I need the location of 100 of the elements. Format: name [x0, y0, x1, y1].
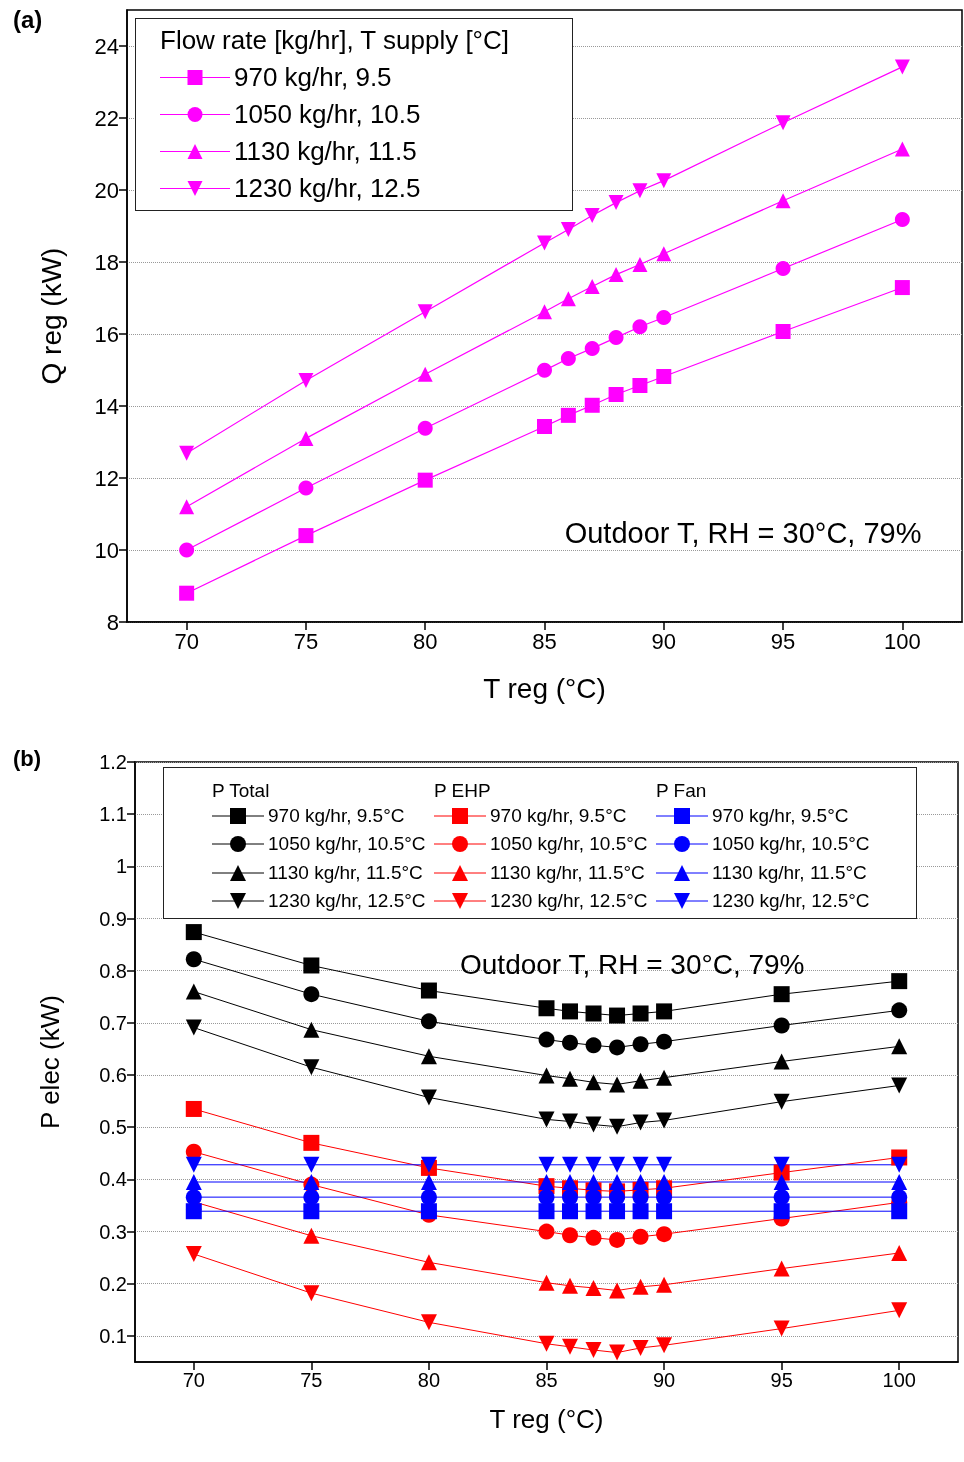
- point: [775, 260, 791, 276]
- point: [420, 982, 437, 999]
- point: [608, 386, 624, 402]
- y-tick-label: 1.2: [99, 751, 127, 773]
- point: [773, 1017, 790, 1034]
- y-tick-label: 0.1: [99, 1324, 127, 1347]
- legend-label: 1050 kg/hr, 10.5°C: [490, 833, 648, 855]
- point: [609, 1174, 626, 1190]
- point: [894, 212, 910, 228]
- legend-label: 1050 kg/hr, 10.5: [234, 99, 421, 130]
- point: [656, 368, 672, 384]
- x-tick-label: 95: [770, 628, 796, 654]
- point: [538, 1067, 555, 1084]
- point: [538, 1335, 555, 1352]
- point: [891, 1174, 908, 1190]
- legend-label: 1130 kg/hr, 11.5°C: [490, 861, 645, 884]
- point: [609, 1156, 626, 1173]
- y-tick-label: 24: [94, 33, 119, 59]
- point: [891, 1077, 908, 1094]
- point: [632, 1203, 649, 1220]
- point: [656, 246, 672, 262]
- point: [538, 1174, 555, 1190]
- point: [560, 350, 576, 366]
- point: [538, 1031, 555, 1048]
- annotation: Outdoor T, RH = 30°C, 79%: [564, 516, 922, 549]
- point: [562, 1003, 579, 1020]
- legend-label: 1050 kg/hr, 10.5°C: [712, 833, 870, 855]
- point: [609, 1203, 626, 1220]
- point: [891, 973, 908, 990]
- point: [420, 1314, 437, 1331]
- point: [585, 1229, 602, 1246]
- point: [632, 1114, 649, 1131]
- legend-label: 1230 kg/hr, 12.5°C: [712, 890, 870, 912]
- legend-label: 970 kg/hr, 9.5°C: [490, 804, 627, 827]
- point: [537, 304, 552, 320]
- y-tick-label: 20: [94, 177, 119, 203]
- point: [608, 195, 624, 211]
- point: [891, 1203, 908, 1220]
- point: [298, 372, 314, 388]
- point: [562, 1338, 579, 1355]
- point: [303, 1227, 320, 1244]
- legend-label: 1130 kg/hr, 11.5°C: [268, 861, 423, 884]
- point: [656, 1003, 673, 1020]
- point: [894, 141, 910, 157]
- point: [891, 1002, 908, 1019]
- point: [632, 1278, 649, 1295]
- y-tick-label: 0.8: [99, 959, 127, 982]
- point: [585, 1189, 602, 1206]
- point: [585, 1342, 602, 1358]
- point: [773, 1156, 790, 1173]
- point: [562, 1156, 579, 1173]
- point: [609, 1076, 626, 1093]
- point: [656, 1203, 673, 1220]
- point: [420, 1254, 437, 1271]
- point: [185, 1246, 202, 1262]
- point: [537, 362, 552, 378]
- point: [656, 309, 672, 325]
- point: [609, 1039, 626, 1056]
- point: [562, 1113, 579, 1130]
- y-tick-label: 0.7: [99, 1011, 127, 1034]
- point: [562, 1189, 579, 1206]
- point: [420, 1048, 437, 1065]
- point: [584, 208, 600, 224]
- point: [179, 585, 195, 601]
- y-tick-label: 12: [94, 465, 119, 491]
- point: [609, 1189, 626, 1206]
- x-axis-title: T reg (°C): [489, 1404, 604, 1434]
- x-tick-label: 100: [884, 628, 921, 654]
- point: [303, 1134, 320, 1151]
- x-tick-label: 70: [182, 1369, 205, 1391]
- y-tick-label: 0.9: [99, 907, 127, 930]
- point: [656, 173, 672, 189]
- point: [303, 1189, 320, 1206]
- point: [538, 1156, 555, 1173]
- point: [420, 1189, 437, 1206]
- legend-label: 1050 kg/hr, 10.5°C: [268, 833, 426, 855]
- point: [584, 397, 600, 413]
- point: [537, 235, 552, 251]
- point: [185, 1203, 202, 1220]
- point: [417, 472, 433, 488]
- point: [775, 323, 791, 339]
- point: [417, 366, 433, 382]
- point: [185, 1156, 202, 1173]
- x-axis-title: T reg (°C): [483, 672, 606, 704]
- legend-label: 970 kg/hr, 9.5: [234, 62, 392, 93]
- chart-title: (b): [13, 745, 42, 771]
- point: [773, 1320, 790, 1337]
- point: [298, 480, 314, 496]
- point: [585, 1156, 602, 1173]
- x-tick-label: 100: [882, 1369, 916, 1391]
- point: [303, 986, 320, 1003]
- point: [585, 1037, 602, 1054]
- point: [609, 1231, 626, 1248]
- point: [585, 1203, 602, 1220]
- x-tick-label: 70: [174, 628, 199, 654]
- point: [420, 1013, 437, 1030]
- point: [185, 951, 202, 968]
- x-tick-label: 85: [535, 1369, 558, 1391]
- point: [185, 1100, 202, 1117]
- point: [417, 304, 433, 320]
